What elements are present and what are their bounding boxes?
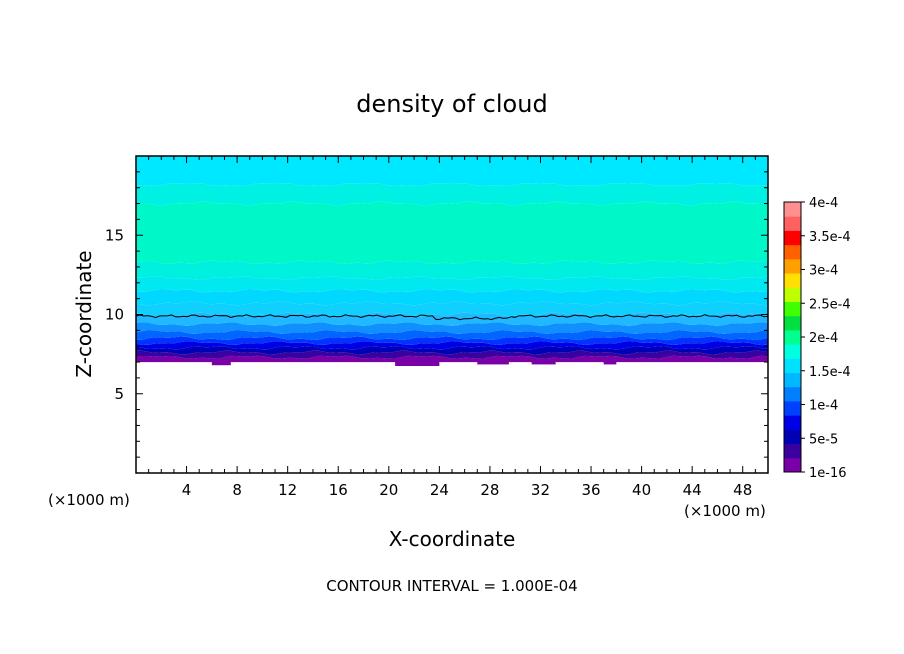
contour-line (135, 314, 769, 321)
x-tick-label: 36 (581, 481, 600, 499)
colorbar-label: 2.5e-4 (809, 297, 851, 312)
colorbar-swatch (784, 429, 801, 445)
colorbar-swatch (784, 457, 801, 473)
colorbar-swatch (784, 273, 801, 288)
cloud-base-drip (211, 360, 231, 366)
y-tick-label: 10 (105, 306, 124, 324)
colorbar-swatch (784, 443, 801, 459)
contour-fill (136, 156, 768, 367)
cloud-base-drip (477, 360, 509, 365)
contour-band (136, 156, 768, 186)
colorbar-swatch (784, 216, 801, 231)
x-tick-label: 16 (329, 481, 348, 499)
contour-band (136, 341, 768, 350)
contour-band (136, 301, 768, 317)
x-tick-label: 8 (232, 481, 242, 499)
x-axis: 4 8 12 16 20 24 28 32 36 40 44 48 (148, 156, 756, 499)
colorbar-swatch (784, 329, 801, 345)
colorbar-label: 5e-5 (809, 432, 838, 447)
colorbar-label: 4e-4 (809, 196, 838, 211)
x-tick-label: 32 (531, 481, 550, 499)
colorbar-swatch (784, 287, 801, 302)
chart-title: density of cloud (356, 90, 547, 118)
x-axis-label: X-coordinate (389, 527, 516, 551)
colorbar-swatch (784, 202, 801, 217)
contour-band (136, 183, 768, 206)
contour-band (136, 346, 768, 355)
colorbar-swatch (784, 301, 801, 317)
contour-band (136, 260, 768, 281)
x-tick-label: 44 (683, 481, 702, 499)
y-axis: 5 10 15 (105, 171, 768, 458)
contour-band (136, 350, 768, 359)
colorbar-label: 2e-4 (809, 331, 838, 346)
y-axis-label: Z-coordinate (72, 250, 96, 377)
contour-band (136, 276, 768, 293)
x-tick-label: 24 (430, 481, 449, 499)
colorbar-label: 3e-4 (809, 264, 838, 279)
colorbar-swatch (784, 400, 801, 416)
colorbar-swatch (784, 230, 801, 246)
contour-band (136, 288, 768, 306)
colorbar-swatch (784, 315, 801, 331)
contour-band (136, 330, 768, 341)
contour-interval-note: CONTOUR INTERVAL = 1.000E-04 (326, 577, 577, 595)
colorbar-swatch (784, 386, 801, 402)
x-tick-label: 40 (632, 481, 651, 499)
y-tick-label: 15 (105, 226, 124, 244)
x-tick-label: 20 (379, 481, 398, 499)
colorbar-swatch (784, 258, 801, 274)
colorbar-swatch (784, 244, 801, 260)
colorbar-label: 1.5e-4 (809, 365, 851, 380)
colorbar: 4e-4 3.5e-4 3e-4 2.5e-4 2e-4 1.5e-4 1e-4 5e-5 1e… (783, 196, 851, 481)
x-unit-left: (×1000 m) (48, 491, 130, 509)
x-tick-label: 48 (733, 481, 752, 499)
x-tick-label: 4 (182, 481, 192, 499)
colorbar-swatch (784, 358, 801, 374)
x-tick-label: 28 (480, 481, 499, 499)
colorbar-label: 1e-4 (809, 399, 838, 414)
colorbar-swatch (784, 415, 801, 430)
x-tick-label: 12 (278, 481, 297, 499)
colorbar-swatch (784, 372, 801, 388)
y-tick-label: 5 (114, 385, 124, 403)
colorbar-swatch (784, 344, 801, 359)
contour-band (136, 322, 768, 334)
x-unit-right: (×1000 m) (684, 502, 766, 520)
cloud-base-drip (603, 360, 617, 365)
cloud-base-drip (531, 360, 556, 365)
contour-band (136, 336, 768, 346)
cloud-base-drip (395, 360, 440, 367)
colorbar-label: 1e-16 (809, 466, 847, 481)
colorbar-label: 3.5e-4 (809, 230, 851, 245)
contour-band (136, 201, 768, 264)
